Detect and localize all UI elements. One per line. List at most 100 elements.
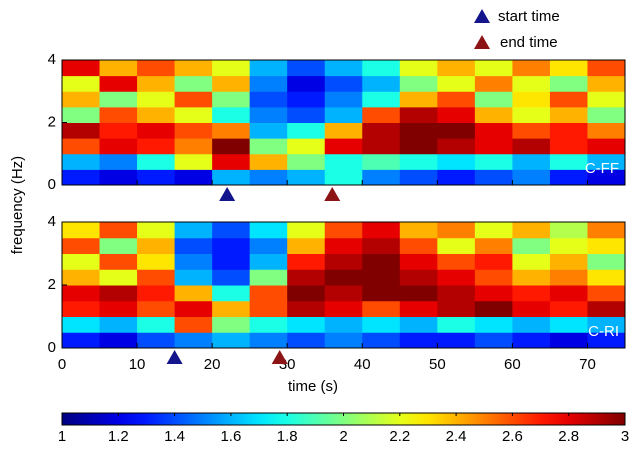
heatmap-cell xyxy=(62,91,101,108)
colorbar-tick-label: 2.2 xyxy=(389,428,410,445)
heatmap-cell xyxy=(474,222,513,239)
heatmap-cell xyxy=(362,60,401,77)
heatmap-cell xyxy=(549,269,588,286)
heatmap-cell xyxy=(399,75,438,92)
heatmap-cell xyxy=(512,237,551,254)
heatmap-cell xyxy=(399,253,438,270)
heatmap-cell xyxy=(587,91,626,108)
heatmap-cell xyxy=(99,153,138,170)
heatmap-cell xyxy=(399,106,438,123)
heatmap-cell xyxy=(399,332,438,349)
heatmap-cell xyxy=(512,153,551,170)
heatmap-cell xyxy=(212,169,251,186)
heatmap-cell xyxy=(99,138,138,155)
x-tick-label: 10 xyxy=(129,356,146,373)
heatmap-cell xyxy=(437,285,476,302)
heatmap-cell xyxy=(62,75,101,92)
heatmap-cell xyxy=(174,75,213,92)
heatmap-cell xyxy=(399,138,438,155)
heatmap-cell xyxy=(249,253,288,270)
y-tick-label: 4 xyxy=(48,213,56,230)
heatmap-cell xyxy=(324,153,363,170)
heatmap-cell xyxy=(287,60,326,77)
heatmap-cell xyxy=(137,222,176,239)
heatmap-cell xyxy=(99,91,138,108)
heatmap-cell xyxy=(174,106,213,123)
heatmap-cell xyxy=(587,138,626,155)
panel-label: C-FF xyxy=(585,160,619,177)
heatmap-cell xyxy=(549,153,588,170)
heatmap-cell xyxy=(249,122,288,139)
heatmap-cell xyxy=(474,300,513,317)
heatmap-cell xyxy=(99,169,138,186)
x-tick-label: 60 xyxy=(504,356,521,373)
heatmap-cell xyxy=(212,106,251,123)
heatmap-cell xyxy=(362,169,401,186)
heatmap-cell xyxy=(324,169,363,186)
heatmap-cell xyxy=(174,253,213,270)
heatmap-cell xyxy=(62,316,101,333)
heatmap-cell xyxy=(437,300,476,317)
heatmap-cell xyxy=(62,300,101,317)
heatmap-cell xyxy=(399,91,438,108)
heatmap-cell xyxy=(324,285,363,302)
x-tick-label: 20 xyxy=(204,356,221,373)
heatmap-cell xyxy=(362,237,401,254)
heatmap-cell xyxy=(99,332,138,349)
heatmap-cell xyxy=(362,300,401,317)
y-tick-label: 0 xyxy=(48,176,56,193)
heatmap-cell xyxy=(62,138,101,155)
heatmap-cell xyxy=(249,269,288,286)
heatmap-cell xyxy=(362,106,401,123)
heatmap-cell xyxy=(212,153,251,170)
heatmap-cell xyxy=(324,106,363,123)
heatmap-cell xyxy=(512,316,551,333)
heatmap-cell xyxy=(99,222,138,239)
heatmap-cell xyxy=(437,332,476,349)
heatmap-cell xyxy=(474,237,513,254)
y-axis-label: frequency (Hz) xyxy=(9,156,26,254)
heatmap-cell xyxy=(99,253,138,270)
colorbar-tick-label: 1.4 xyxy=(164,428,185,445)
heatmap-cell xyxy=(399,153,438,170)
heatmap-cell xyxy=(512,138,551,155)
y-tick-label: 2 xyxy=(48,113,56,130)
heatmap-cell xyxy=(512,300,551,317)
heatmap-cell xyxy=(212,237,251,254)
heatmap-cell xyxy=(587,300,626,317)
heatmap-cell xyxy=(99,269,138,286)
heatmap-cell xyxy=(549,138,588,155)
heatmap-cell xyxy=(549,91,588,108)
heatmap-cell xyxy=(362,153,401,170)
heatmap-cell xyxy=(549,106,588,123)
heatmap-cell xyxy=(249,222,288,239)
heatmap-cell xyxy=(174,332,213,349)
heatmap-cell xyxy=(287,106,326,123)
heatmap-cell xyxy=(549,60,588,77)
heatmap-cell xyxy=(512,222,551,239)
heatmap-cell xyxy=(399,269,438,286)
heatmap-cell xyxy=(587,332,626,349)
heatmap-cell xyxy=(249,285,288,302)
heatmap-cell xyxy=(474,316,513,333)
heatmap-cell xyxy=(587,153,626,170)
heatmap-cell xyxy=(587,222,626,239)
heatmap-cell xyxy=(549,300,588,317)
heatmap-cell xyxy=(137,316,176,333)
heatmap-cell xyxy=(99,285,138,302)
heatmap-cell xyxy=(324,237,363,254)
heatmap-cell xyxy=(362,285,401,302)
heatmap-cell xyxy=(437,106,476,123)
heatmap-cell xyxy=(99,316,138,333)
heatmap-cell xyxy=(99,300,138,317)
heatmap-cell xyxy=(399,237,438,254)
x-tick-label: 50 xyxy=(429,356,446,373)
heatmap-cell xyxy=(512,75,551,92)
heatmap-cell xyxy=(249,75,288,92)
heatmap-cell xyxy=(512,106,551,123)
y-tick-label: 4 xyxy=(48,51,56,68)
legend-label: end time xyxy=(500,34,558,51)
heatmap-cell xyxy=(212,253,251,270)
heatmap-cell xyxy=(512,91,551,108)
x-tick-label: 40 xyxy=(354,356,371,373)
